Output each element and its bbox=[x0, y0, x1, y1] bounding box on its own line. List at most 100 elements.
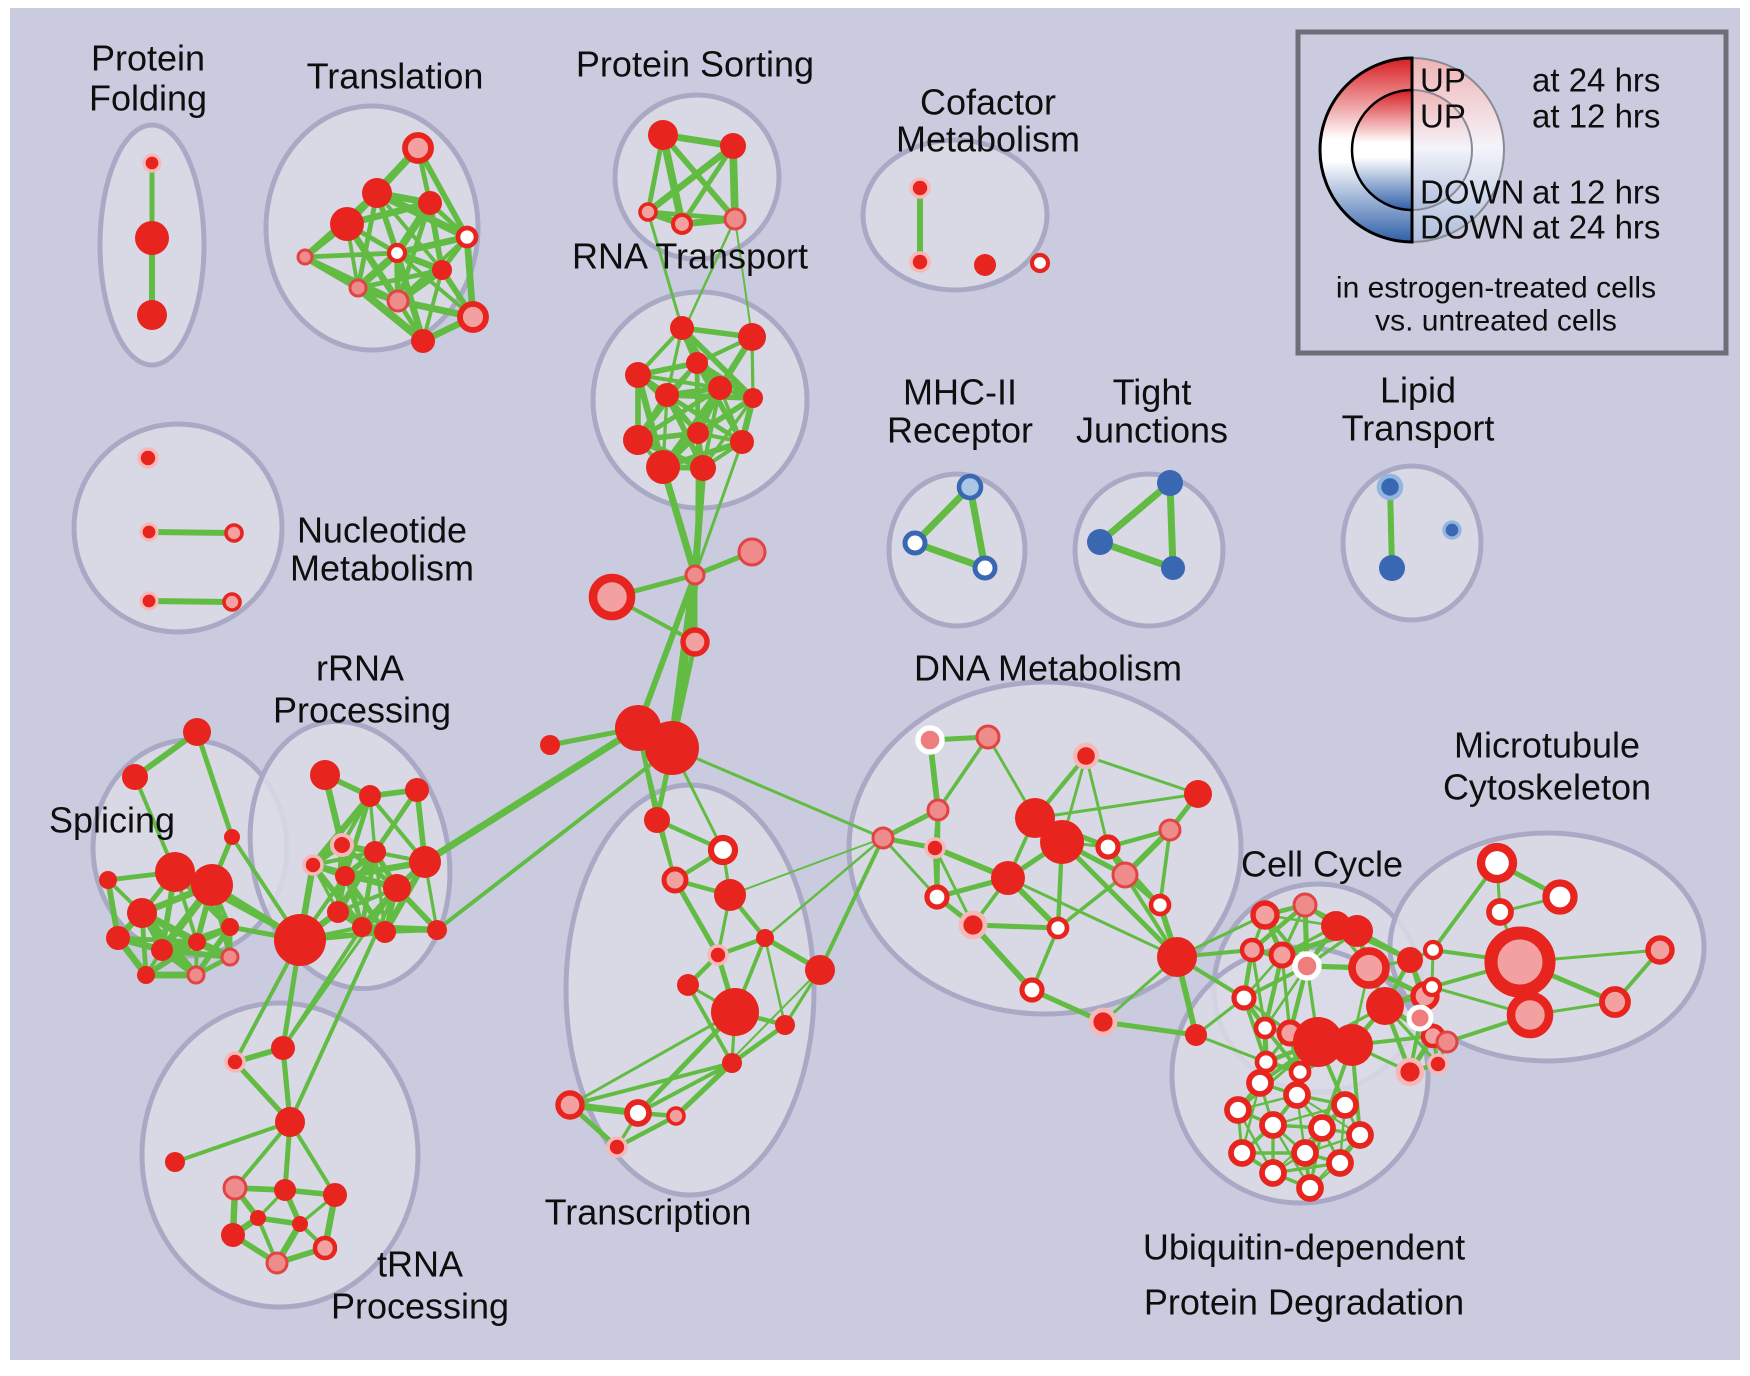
node-rrna-processing-6 bbox=[364, 841, 386, 863]
node-transcription-13 bbox=[666, 1106, 686, 1126]
node-rna-transport-4 bbox=[708, 376, 732, 400]
node-rna-transport-6 bbox=[743, 388, 763, 408]
cluster-label-trna-processing-line1: tRNA bbox=[377, 1244, 463, 1285]
legend-up24-time: at 24 hrs bbox=[1532, 62, 1660, 99]
node-microtubule-cytoskeleton-10 bbox=[1645, 935, 1675, 965]
node-protein-folding-2 bbox=[137, 300, 167, 330]
edge-mhc-ii-receptor bbox=[966, 483, 989, 572]
node-translation-1 bbox=[362, 178, 392, 208]
cluster-label-protein-folding-line2: Folding bbox=[89, 78, 207, 119]
edge-intercluster bbox=[194, 729, 235, 840]
edge-translation bbox=[355, 267, 445, 291]
edge-transcription bbox=[686, 983, 734, 1065]
node-transcription-2 bbox=[661, 866, 689, 894]
edge-tight-junctions bbox=[1096, 479, 1174, 546]
cluster-label-tight-junctions-line2: Junctions bbox=[1076, 410, 1228, 451]
edge-rrna-processing bbox=[334, 848, 379, 916]
edge-lipid-transport bbox=[1387, 484, 1395, 571]
node-translation-9 bbox=[386, 289, 410, 313]
node-translation-11 bbox=[411, 329, 435, 353]
cluster-bubble-mhc-ii-receptor bbox=[886, 471, 1028, 629]
node-dna-metabolism-3 bbox=[926, 798, 950, 822]
node-dna-metabolism-17 bbox=[1157, 937, 1197, 977]
node-ubiquitin-degradation-5 bbox=[1308, 1114, 1336, 1142]
node-cofactor-metabolism-1 bbox=[909, 251, 931, 273]
node-microtubule-cytoskeleton-5 bbox=[1421, 976, 1443, 998]
node-ubiquitin-degradation-6 bbox=[1346, 1121, 1374, 1149]
edge-protein-sorting bbox=[679, 143, 736, 227]
edge-intercluster bbox=[281, 886, 399, 1050]
cluster-label-rna-transport-line1: RNA Transport bbox=[572, 236, 808, 277]
node-cell-cycle-20 bbox=[1427, 1053, 1449, 1075]
edge-intercluster bbox=[670, 746, 885, 840]
node-cell-cycle-19 bbox=[1395, 1057, 1425, 1087]
node-cofactor-metabolism-2 bbox=[974, 254, 996, 276]
edge-intercluster bbox=[734, 218, 753, 338]
cluster-label-nucleotide-metabolism-line1: Nucleotide bbox=[297, 510, 467, 551]
edge-translation bbox=[354, 284, 427, 345]
node-transcription-8 bbox=[711, 988, 759, 1036]
legend-note-line2: vs. untreated cells bbox=[1375, 305, 1617, 338]
edge-dna-metabolism bbox=[1158, 828, 1172, 907]
node-cell-cycle-13 bbox=[1366, 987, 1404, 1025]
node-cell-cycle-4 bbox=[1292, 951, 1322, 981]
node-rna-transport-0 bbox=[670, 316, 694, 340]
node-protein-sorting-0 bbox=[648, 120, 678, 150]
node-cell-cycle-3 bbox=[1268, 941, 1296, 969]
node-trna-processing-6 bbox=[323, 1183, 347, 1207]
node-translation-8 bbox=[348, 278, 368, 298]
edge-translation bbox=[395, 251, 475, 319]
node-translation-6 bbox=[432, 260, 452, 280]
node-dna-metabolism-12 bbox=[1095, 834, 1121, 860]
edge-intercluster bbox=[421, 724, 642, 866]
node-transcription-10 bbox=[722, 1053, 742, 1073]
edge-transcription bbox=[729, 1022, 788, 1066]
edge-protein-sorting bbox=[644, 142, 737, 216]
node-trna-processing-1 bbox=[224, 1051, 246, 1073]
cluster-label-dna-metabolism-line1: DNA Metabolism bbox=[914, 648, 1182, 689]
edge-transcription bbox=[636, 1061, 734, 1115]
cluster-label-lipid-transport-line2: Transport bbox=[1342, 408, 1495, 449]
node-trna-processing-3 bbox=[165, 1152, 185, 1172]
node-microtubule-cytoskeleton-4 bbox=[1484, 926, 1556, 998]
node-transcription-7 bbox=[805, 955, 835, 985]
node-dna-metabolism-6 bbox=[1015, 798, 1055, 838]
node-microtubule-cytoskeleton-1 bbox=[1542, 879, 1578, 915]
edge-splicing bbox=[193, 924, 233, 978]
node-cell-cycle-9 bbox=[1253, 1016, 1277, 1040]
cluster-label-transcription-line1: Transcription bbox=[545, 1192, 752, 1233]
edge-rna-transport bbox=[694, 360, 745, 445]
node-nucleotide-metabolism-0 bbox=[137, 447, 159, 469]
node-cell-cycle-18 bbox=[1288, 1060, 1312, 1084]
node-mhc-ii-receptor-0 bbox=[956, 473, 984, 501]
cluster-label-nucleotide-metabolism-line2: Metabolism bbox=[290, 548, 474, 589]
edge-dna-metabolism bbox=[1006, 876, 1179, 959]
edge-intercluster bbox=[646, 210, 684, 330]
edge-transcription bbox=[675, 969, 821, 1117]
node-trna-processing-0 bbox=[271, 1036, 295, 1060]
node-cofactor-metabolism-0 bbox=[909, 177, 931, 199]
node-microtubule-cytoskeleton-7 bbox=[1599, 986, 1631, 1018]
edge-nucleotide-metabolism bbox=[146, 529, 237, 536]
node-cell-cycle-1 bbox=[1292, 892, 1318, 918]
edge-intercluster bbox=[682, 217, 737, 332]
node-rrna-processing-9 bbox=[327, 901, 349, 923]
node-dna-metabolism-15 bbox=[1184, 780, 1212, 808]
edge-dna-metabolism bbox=[1084, 754, 1200, 796]
node-splicing-10 bbox=[186, 965, 206, 985]
node-dna-metabolism-20 bbox=[1185, 1024, 1207, 1046]
edge-rrna-processing bbox=[342, 793, 373, 879]
node-ubiquitin-degradation-3 bbox=[1224, 1096, 1252, 1124]
edge-rna-transport bbox=[664, 392, 745, 445]
node-trna-processing-10 bbox=[250, 1210, 266, 1226]
node-dna-metabolism-10 bbox=[958, 910, 988, 940]
cluster-label-ubiquitin-degradation-line1: Ubiquitin-dependent bbox=[1143, 1227, 1465, 1268]
legend-updown-glyph bbox=[1318, 56, 1505, 244]
node-translation-3 bbox=[330, 207, 364, 241]
node-rrna-processing-1 bbox=[359, 785, 381, 807]
edge-transcription bbox=[568, 1061, 734, 1107]
node-rna-transport-8 bbox=[623, 425, 653, 455]
node-dna-metabolism-11 bbox=[1046, 916, 1070, 940]
edge-transcription bbox=[763, 936, 787, 1027]
node-rna-transport-5 bbox=[655, 383, 679, 407]
